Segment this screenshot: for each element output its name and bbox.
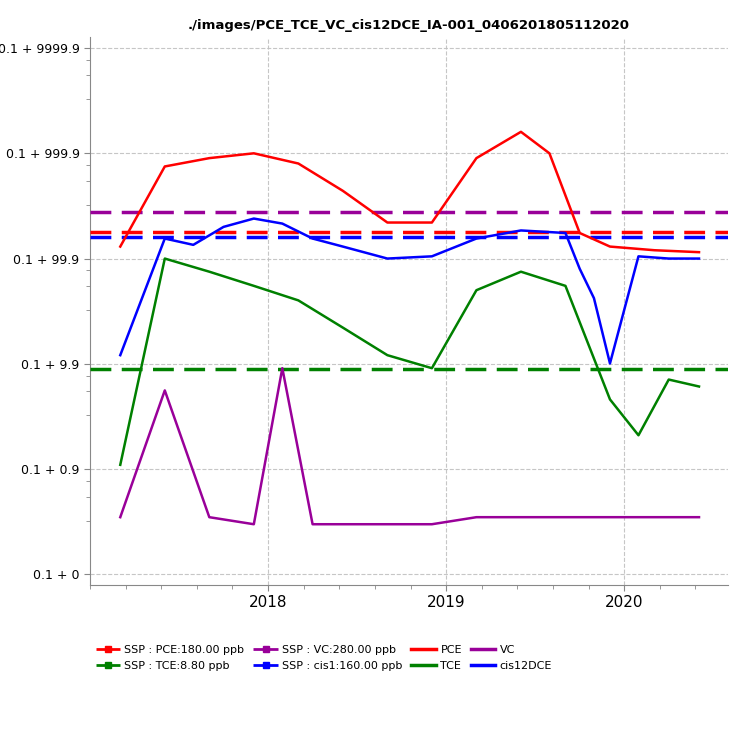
Legend: SSP : PCE:180.00 ppb, SSP : TCE:8.80 ppb, SSP : VC:280.00 ppb, SSP : cis1:160.00: SSP : PCE:180.00 ppb, SSP : TCE:8.80 ppb… [95,645,552,670]
Title: ./images/PCE_TCE_VC_cis12DCE_IA-001_0406201805112020: ./images/PCE_TCE_VC_cis12DCE_IA-001_0406… [188,20,630,32]
